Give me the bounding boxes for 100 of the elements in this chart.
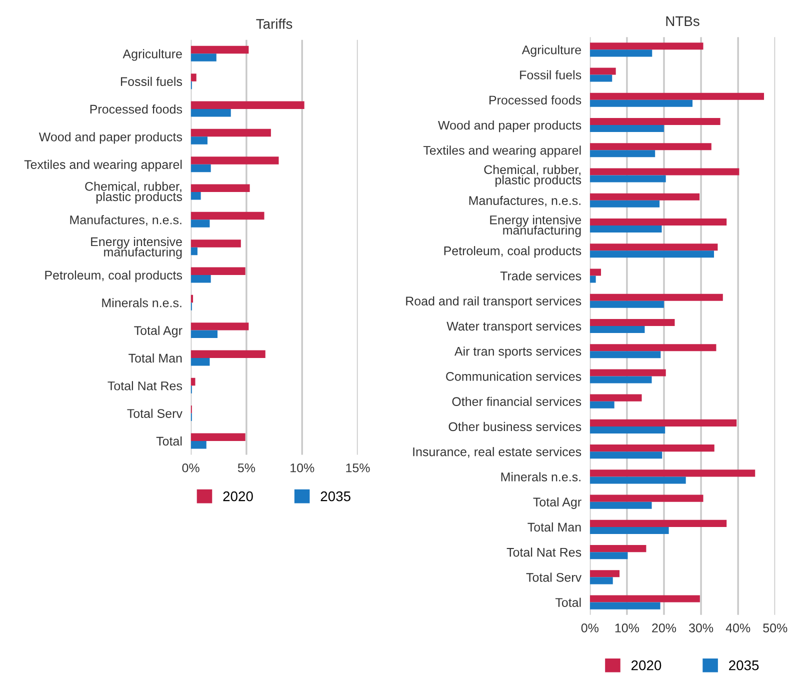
y-tick-label: Total <box>555 598 581 607</box>
bar <box>190 164 211 172</box>
bar <box>590 401 614 408</box>
bar <box>590 419 737 426</box>
x-tick-label: 5% <box>238 464 256 472</box>
y-tick-label: Wood and paper products <box>38 132 182 144</box>
y-tick-label: Total Nat Res <box>108 381 182 390</box>
bar <box>590 369 666 376</box>
y-tick-label: Chemical, rubber, plastic products <box>85 182 182 204</box>
bar <box>190 433 246 441</box>
bar <box>190 128 271 137</box>
bar <box>590 42 704 50</box>
y-tick-label: Agriculture <box>122 49 182 61</box>
bar <box>190 240 241 248</box>
bar <box>190 274 211 283</box>
bar <box>190 247 198 256</box>
bar <box>590 250 714 258</box>
bar <box>590 351 661 358</box>
bar <box>190 156 279 164</box>
legend-label: 2035 <box>729 660 759 670</box>
bar <box>190 136 208 144</box>
bar <box>590 300 664 308</box>
x-tick-label: 10% <box>615 624 639 632</box>
y-tick-label: Processed foods <box>489 95 582 105</box>
y-tick-label: Water transport services <box>446 321 582 334</box>
x-tick-label: 0% <box>581 624 598 632</box>
x-tick-label: 0% <box>182 463 200 472</box>
y-tick-label: Manufactures, n.e.s. <box>70 215 182 226</box>
x-tick-label: 15% <box>346 464 370 472</box>
bar <box>190 378 196 386</box>
bar <box>590 218 727 226</box>
bar <box>590 602 660 610</box>
bar <box>590 426 666 434</box>
x-tick-label: 30% <box>689 624 714 632</box>
bar <box>590 244 718 251</box>
y-tick-label: Trade services <box>500 271 582 280</box>
bar <box>590 100 693 107</box>
bar <box>590 444 714 452</box>
bar <box>590 502 652 509</box>
y-tick-label: Total Agr <box>134 326 182 338</box>
bar <box>590 92 764 100</box>
y-tick-label: Petroleum, coal products <box>45 270 182 282</box>
bar <box>590 376 652 384</box>
bar <box>190 350 266 358</box>
y-tick-label: Total <box>156 436 182 446</box>
bar <box>590 125 664 132</box>
y-tick-label: Textiles and wearing apparel <box>423 146 581 158</box>
bar <box>190 109 231 117</box>
bar <box>590 268 602 276</box>
legend-label: 2020 <box>223 491 253 502</box>
y-tick-label: Total Man <box>128 353 182 363</box>
bar <box>590 276 596 283</box>
y-tick-label: Total Serv <box>127 408 182 418</box>
bar <box>590 168 740 176</box>
y-tick-label: Other financial services <box>452 396 582 406</box>
y-tick-label: Energy intensive manufacturing <box>490 215 582 238</box>
bar <box>590 50 652 57</box>
bar <box>590 552 628 560</box>
y-tick-label: Insurance, real estate services <box>413 447 582 458</box>
bar <box>590 520 727 527</box>
y-tick-label: Petroleum, coal products <box>444 246 582 258</box>
y-tick-label: Total Nat Res <box>506 548 582 557</box>
bar <box>590 476 686 484</box>
bar <box>590 526 669 534</box>
bar <box>590 150 656 158</box>
bar <box>190 212 264 220</box>
bar <box>590 494 704 502</box>
y-tick-label: Textiles and wearing apparel <box>24 160 182 172</box>
y-tick-label: Fossil fuels <box>120 76 182 86</box>
bar <box>190 184 250 192</box>
bar <box>590 175 666 182</box>
y-tick-label: Total Agr <box>533 497 582 509</box>
y-tick-label: Energy intensive manufacturing <box>91 236 182 259</box>
y-tick-label: Chemical, rubber, plastic products <box>484 164 582 187</box>
y-tick-label: Total Serv <box>526 572 582 582</box>
legend-label: 2020 <box>631 660 662 670</box>
y-tick-label: Processed foods <box>90 104 182 114</box>
bar <box>590 143 712 150</box>
y-tick-label: Manufactures, n.e.s. <box>469 196 580 207</box>
bar <box>590 344 716 352</box>
bar <box>590 118 720 126</box>
bar <box>190 330 218 338</box>
bar <box>590 326 645 334</box>
y-tick-label: Road and rail transport services <box>406 296 582 308</box>
chart-title: NTBs <box>666 16 700 26</box>
chart-title: Tariffs <box>256 18 292 29</box>
bar <box>590 74 612 82</box>
bar <box>190 440 206 449</box>
bar <box>590 570 620 578</box>
bar <box>190 267 246 275</box>
legend-label: 2035 <box>320 491 350 502</box>
bar <box>590 68 616 75</box>
y-tick-label: Other business services <box>448 422 582 432</box>
bar <box>590 394 642 402</box>
bar <box>190 358 210 366</box>
bar <box>590 193 700 200</box>
bar <box>590 452 662 459</box>
y-tick-label: Minerals n.e.s. <box>102 298 182 308</box>
y-tick-label: Communication services <box>446 372 582 381</box>
bar <box>190 101 304 110</box>
